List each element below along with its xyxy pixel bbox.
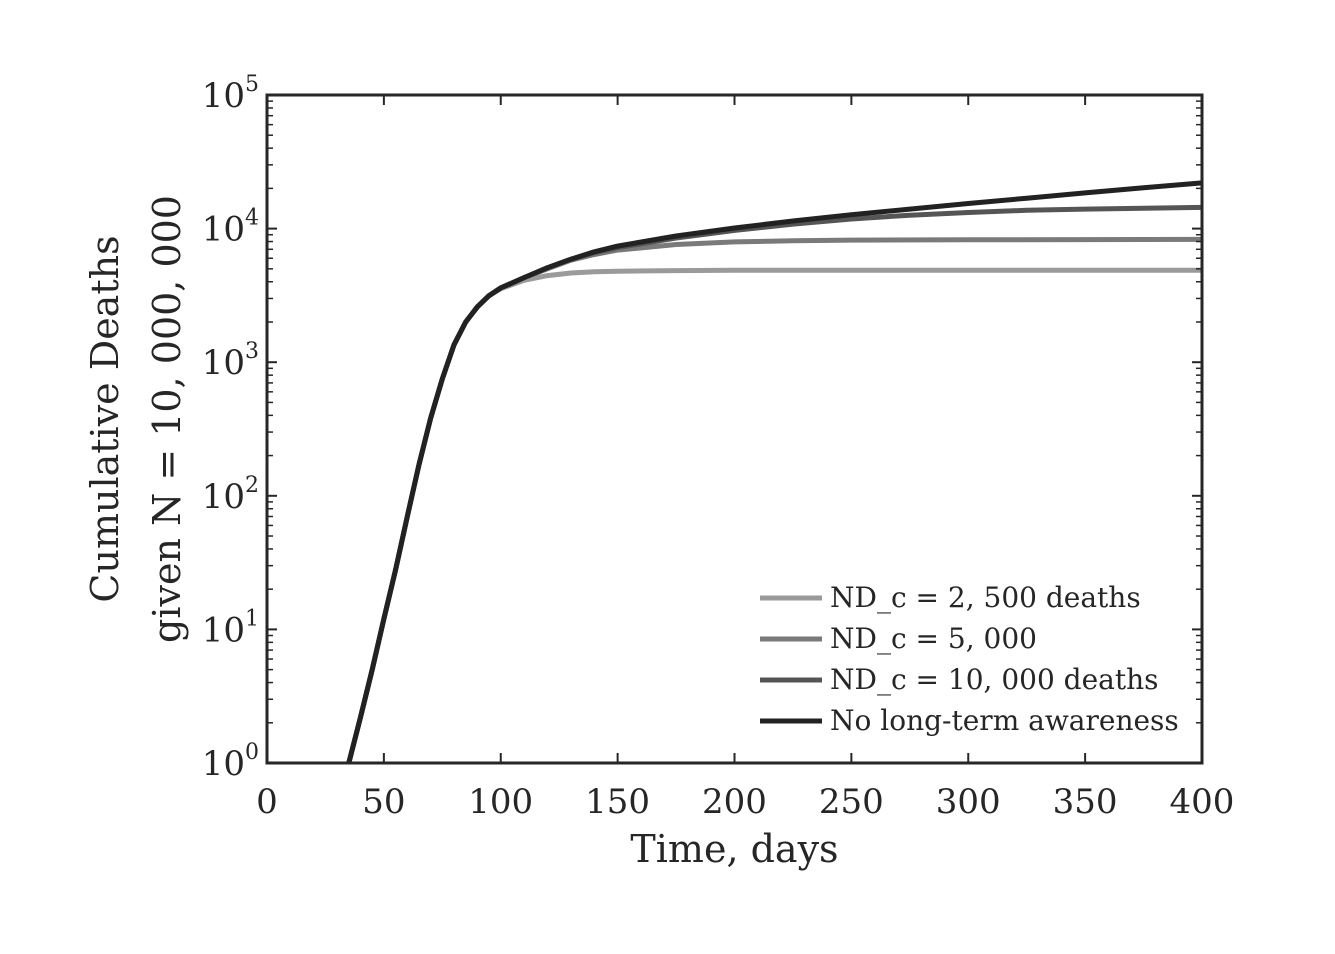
x-tick-labels: 0 50 100 150 200 250 300 350 400 [256,782,1234,822]
y-tick-label: 104 [202,206,259,250]
legend-label-4: No long-term awareness [830,704,1179,737]
y-axis-title-line1: Cumulative Deaths [83,235,127,602]
y-tick-label: 101 [202,606,259,650]
x-tick-label: 150 [585,782,650,822]
x-tick-label: 100 [468,782,533,822]
x-axis-title: Time, days [630,827,838,871]
y-axis-title: Cumulative Deaths given N = 10, 000, 000 [83,195,189,643]
plot-lines [346,180,1203,764]
y-axis-title-line2: given N = 10, 000, 000 [145,195,189,643]
x-tick-label: 350 [1053,782,1118,822]
y-tick-label: 100 [202,740,259,784]
y-tick-label: 103 [202,339,259,383]
x-tick-label: 50 [362,782,405,822]
legend-label-3: ND_c = 10, 000 deaths [830,663,1159,696]
ticks [266,94,1203,764]
x-tick-label: 250 [819,782,884,822]
series-line-4 [346,180,1203,764]
x-tick-label: 400 [1170,782,1235,822]
legend-label-1: ND_c = 2, 500 deaths [830,581,1141,614]
y-tick-label: 102 [202,473,259,517]
x-tick-label: 300 [936,782,1001,822]
x-tick-label: 200 [702,782,767,822]
legend: ND_c = 2, 500 deaths ND_c = 5, 000 ND_c = … [760,581,1179,737]
y-tick-label: 105 [202,72,259,116]
x-tick-label: 0 [256,782,278,822]
y-tick-labels: 100 101 102 103 104 105 [202,72,259,784]
legend-label-2: ND_c = 5, 000 [830,622,1037,655]
